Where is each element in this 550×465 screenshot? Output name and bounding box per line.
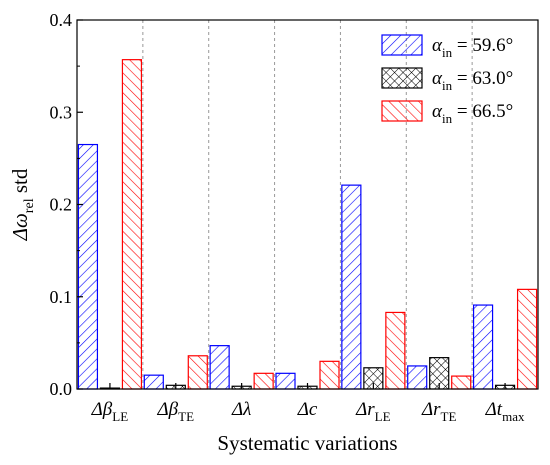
bar: [275, 372, 296, 390]
bar: [341, 184, 362, 390]
legend-swatch: [381, 67, 423, 89]
legend-swatch: [381, 34, 423, 56]
legend-swatch: [381, 100, 423, 122]
legend-label: αin = 59.6°: [432, 35, 513, 60]
bar: [187, 355, 208, 390]
x-axis-ticks: ΔβLE ΔβTE Δλ Δc ΔrLE ΔrTE Δtmax: [91, 383, 525, 424]
y-tick-label: 0.4: [50, 10, 73, 30]
bar: [209, 345, 230, 390]
x-tick-label: ΔβTE: [157, 399, 195, 424]
x-tick-label: Δλ: [231, 399, 251, 420]
bar: [385, 311, 406, 390]
bar: [253, 372, 274, 390]
bar: [319, 360, 340, 390]
bar: [407, 365, 428, 390]
x-tick-label: ΔβLE: [91, 399, 129, 424]
x-axis-label: Systematic variations: [217, 431, 397, 455]
bar: [451, 375, 472, 390]
legend-label: αin = 66.5°: [432, 101, 513, 126]
bar: [516, 288, 538, 390]
y-axis-ticks: 0.0 0.1 0.2 0.3 0.4: [50, 10, 83, 399]
y-tick-label: 0.3: [50, 102, 73, 122]
x-tick-label: ΔrLE: [355, 399, 390, 424]
category-separators: [142, 20, 473, 389]
legend-label: αin = 63.0°: [432, 68, 513, 93]
y-tick-label: 0.0: [50, 379, 73, 399]
x-tick-label: Δtmax: [485, 399, 525, 424]
y-tick-label: 0.1: [50, 287, 73, 307]
bar: [77, 143, 99, 390]
x-tick-label: ΔrTE: [421, 399, 456, 424]
bar: [121, 59, 143, 390]
x-tick-label: Δc: [297, 399, 318, 420]
legend: αin = 59.6° αin = 63.0° αin = 66.5°: [381, 34, 513, 126]
bar: [472, 304, 494, 390]
bar: [143, 374, 164, 390]
y-tick-label: 0.2: [50, 195, 73, 215]
y-axis-label: Δωrel std: [8, 168, 37, 241]
